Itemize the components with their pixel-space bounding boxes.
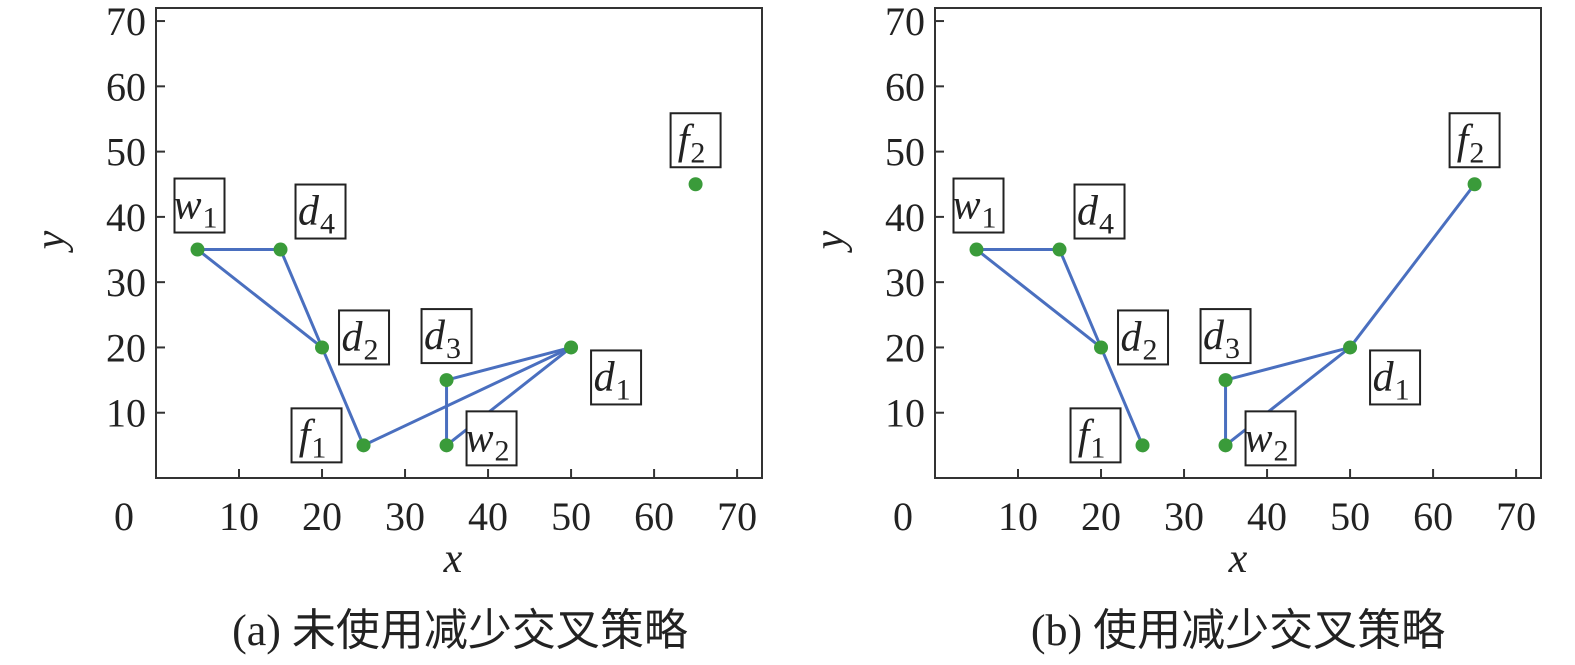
x-tick-label: 0 bbox=[893, 494, 913, 539]
x-tick-label: 50 bbox=[1330, 494, 1370, 539]
node-label-d3: d3 bbox=[1203, 313, 1240, 365]
y-axis-label: y bbox=[807, 230, 853, 253]
point-f1 bbox=[1135, 438, 1150, 453]
x-tick-label: 10 bbox=[219, 494, 259, 539]
node-label-w2: w2 bbox=[1245, 415, 1289, 467]
node-label-d4: d4 bbox=[1077, 189, 1114, 241]
point-f2 bbox=[1467, 177, 1482, 192]
route-edge-d4-d2 bbox=[1058, 248, 1103, 349]
node-label-w2: w2 bbox=[466, 415, 510, 467]
y-tick-label: 40 bbox=[885, 195, 925, 240]
x-tick-label: 50 bbox=[551, 494, 591, 539]
y-tick-label: 70 bbox=[106, 0, 146, 44]
node-label-box bbox=[420, 308, 473, 365]
x-tick-label: 60 bbox=[634, 494, 674, 539]
node-label-w1: w1 bbox=[952, 183, 996, 235]
node-label-box bbox=[1369, 349, 1422, 406]
node-label-box bbox=[338, 309, 391, 366]
y-tick-label: 40 bbox=[106, 195, 146, 240]
node-label-d1: d1 bbox=[594, 354, 631, 406]
point-d3 bbox=[439, 373, 454, 388]
y-tick-label: 30 bbox=[885, 260, 925, 305]
route-edge-d1-f2 bbox=[1348, 183, 1476, 349]
panel-caption: (b) 使用减少交叉策略 bbox=[1031, 606, 1445, 655]
point-d3 bbox=[1218, 373, 1233, 388]
y-tick-label: 10 bbox=[106, 391, 146, 436]
y-tick-label: 60 bbox=[106, 64, 146, 109]
node-label-d2: d2 bbox=[1121, 314, 1158, 366]
node-label-box bbox=[669, 112, 722, 169]
node-label-box bbox=[290, 407, 343, 464]
x-tick-label: 20 bbox=[1081, 494, 1121, 539]
y-tick-label: 70 bbox=[885, 0, 925, 44]
point-w1 bbox=[190, 242, 205, 257]
point-w2 bbox=[439, 438, 454, 453]
x-tick-label: 70 bbox=[1496, 494, 1536, 539]
node-label-d4: d4 bbox=[298, 189, 335, 241]
node-label-box bbox=[1073, 183, 1126, 240]
plot-frame bbox=[934, 7, 1542, 479]
node-label-box bbox=[590, 349, 643, 406]
point-d4 bbox=[1052, 242, 1067, 257]
y-tick-label: 10 bbox=[885, 391, 925, 436]
node-label-w1: w1 bbox=[173, 183, 217, 235]
y-tick-label: 20 bbox=[106, 325, 146, 370]
route-edge-d1-d3 bbox=[446, 345, 572, 382]
y-axis-label: y bbox=[28, 230, 74, 253]
x-tick-label: 30 bbox=[1164, 494, 1204, 539]
point-f1 bbox=[356, 438, 371, 453]
y-tick-label: 30 bbox=[106, 260, 146, 305]
y-tick-label: 50 bbox=[106, 130, 146, 175]
y-tick-label: 50 bbox=[885, 130, 925, 175]
y-tick-label: 60 bbox=[885, 64, 925, 109]
node-label-box bbox=[465, 410, 518, 467]
x-tick-label: 0 bbox=[114, 494, 134, 539]
x-tick-label: 40 bbox=[1247, 494, 1287, 539]
node-label-box bbox=[952, 177, 1005, 234]
x-tick-label: 40 bbox=[468, 494, 508, 539]
node-label-d1: d1 bbox=[1373, 354, 1410, 406]
node-label-box bbox=[1117, 309, 1170, 366]
x-tick-label: 20 bbox=[302, 494, 342, 539]
point-d2 bbox=[1094, 340, 1109, 355]
point-d1 bbox=[1343, 340, 1358, 355]
route-edge-d4-d2 bbox=[279, 248, 324, 349]
route-edge-w1-d2 bbox=[196, 248, 323, 349]
x-axis-label: x bbox=[443, 536, 463, 582]
node-label-d3: d3 bbox=[424, 313, 461, 365]
y-tick-label: 20 bbox=[885, 325, 925, 370]
panel-caption: (a) 未使用减少交叉策略 bbox=[232, 606, 688, 655]
route-edge-w1-d2 bbox=[975, 248, 1102, 349]
node-label-box bbox=[294, 183, 347, 240]
route-edge-d2-f1 bbox=[1099, 346, 1144, 446]
node-label-box bbox=[1199, 308, 1252, 365]
route-edge-d1-d3 bbox=[1225, 345, 1351, 382]
point-w1 bbox=[969, 242, 984, 257]
plot-frame bbox=[155, 7, 763, 479]
x-tick-label: 30 bbox=[385, 494, 425, 539]
point-w2 bbox=[1218, 438, 1233, 453]
node-label-d2: d2 bbox=[342, 314, 379, 366]
node-label-box bbox=[173, 177, 226, 234]
x-tick-label: 60 bbox=[1413, 494, 1453, 539]
point-d2 bbox=[315, 340, 330, 355]
point-d1 bbox=[564, 340, 579, 355]
point-f2 bbox=[688, 177, 703, 192]
route-edge-d2-f1 bbox=[320, 346, 365, 446]
x-axis-label: x bbox=[1228, 536, 1248, 582]
point-d4 bbox=[273, 242, 288, 257]
node-label-box bbox=[1244, 410, 1297, 467]
route-edge-f1-d1 bbox=[362, 346, 572, 447]
node-label-box bbox=[1069, 407, 1122, 464]
x-tick-label: 70 bbox=[717, 494, 757, 539]
node-label-box bbox=[1448, 112, 1501, 169]
x-tick-label: 10 bbox=[998, 494, 1038, 539]
